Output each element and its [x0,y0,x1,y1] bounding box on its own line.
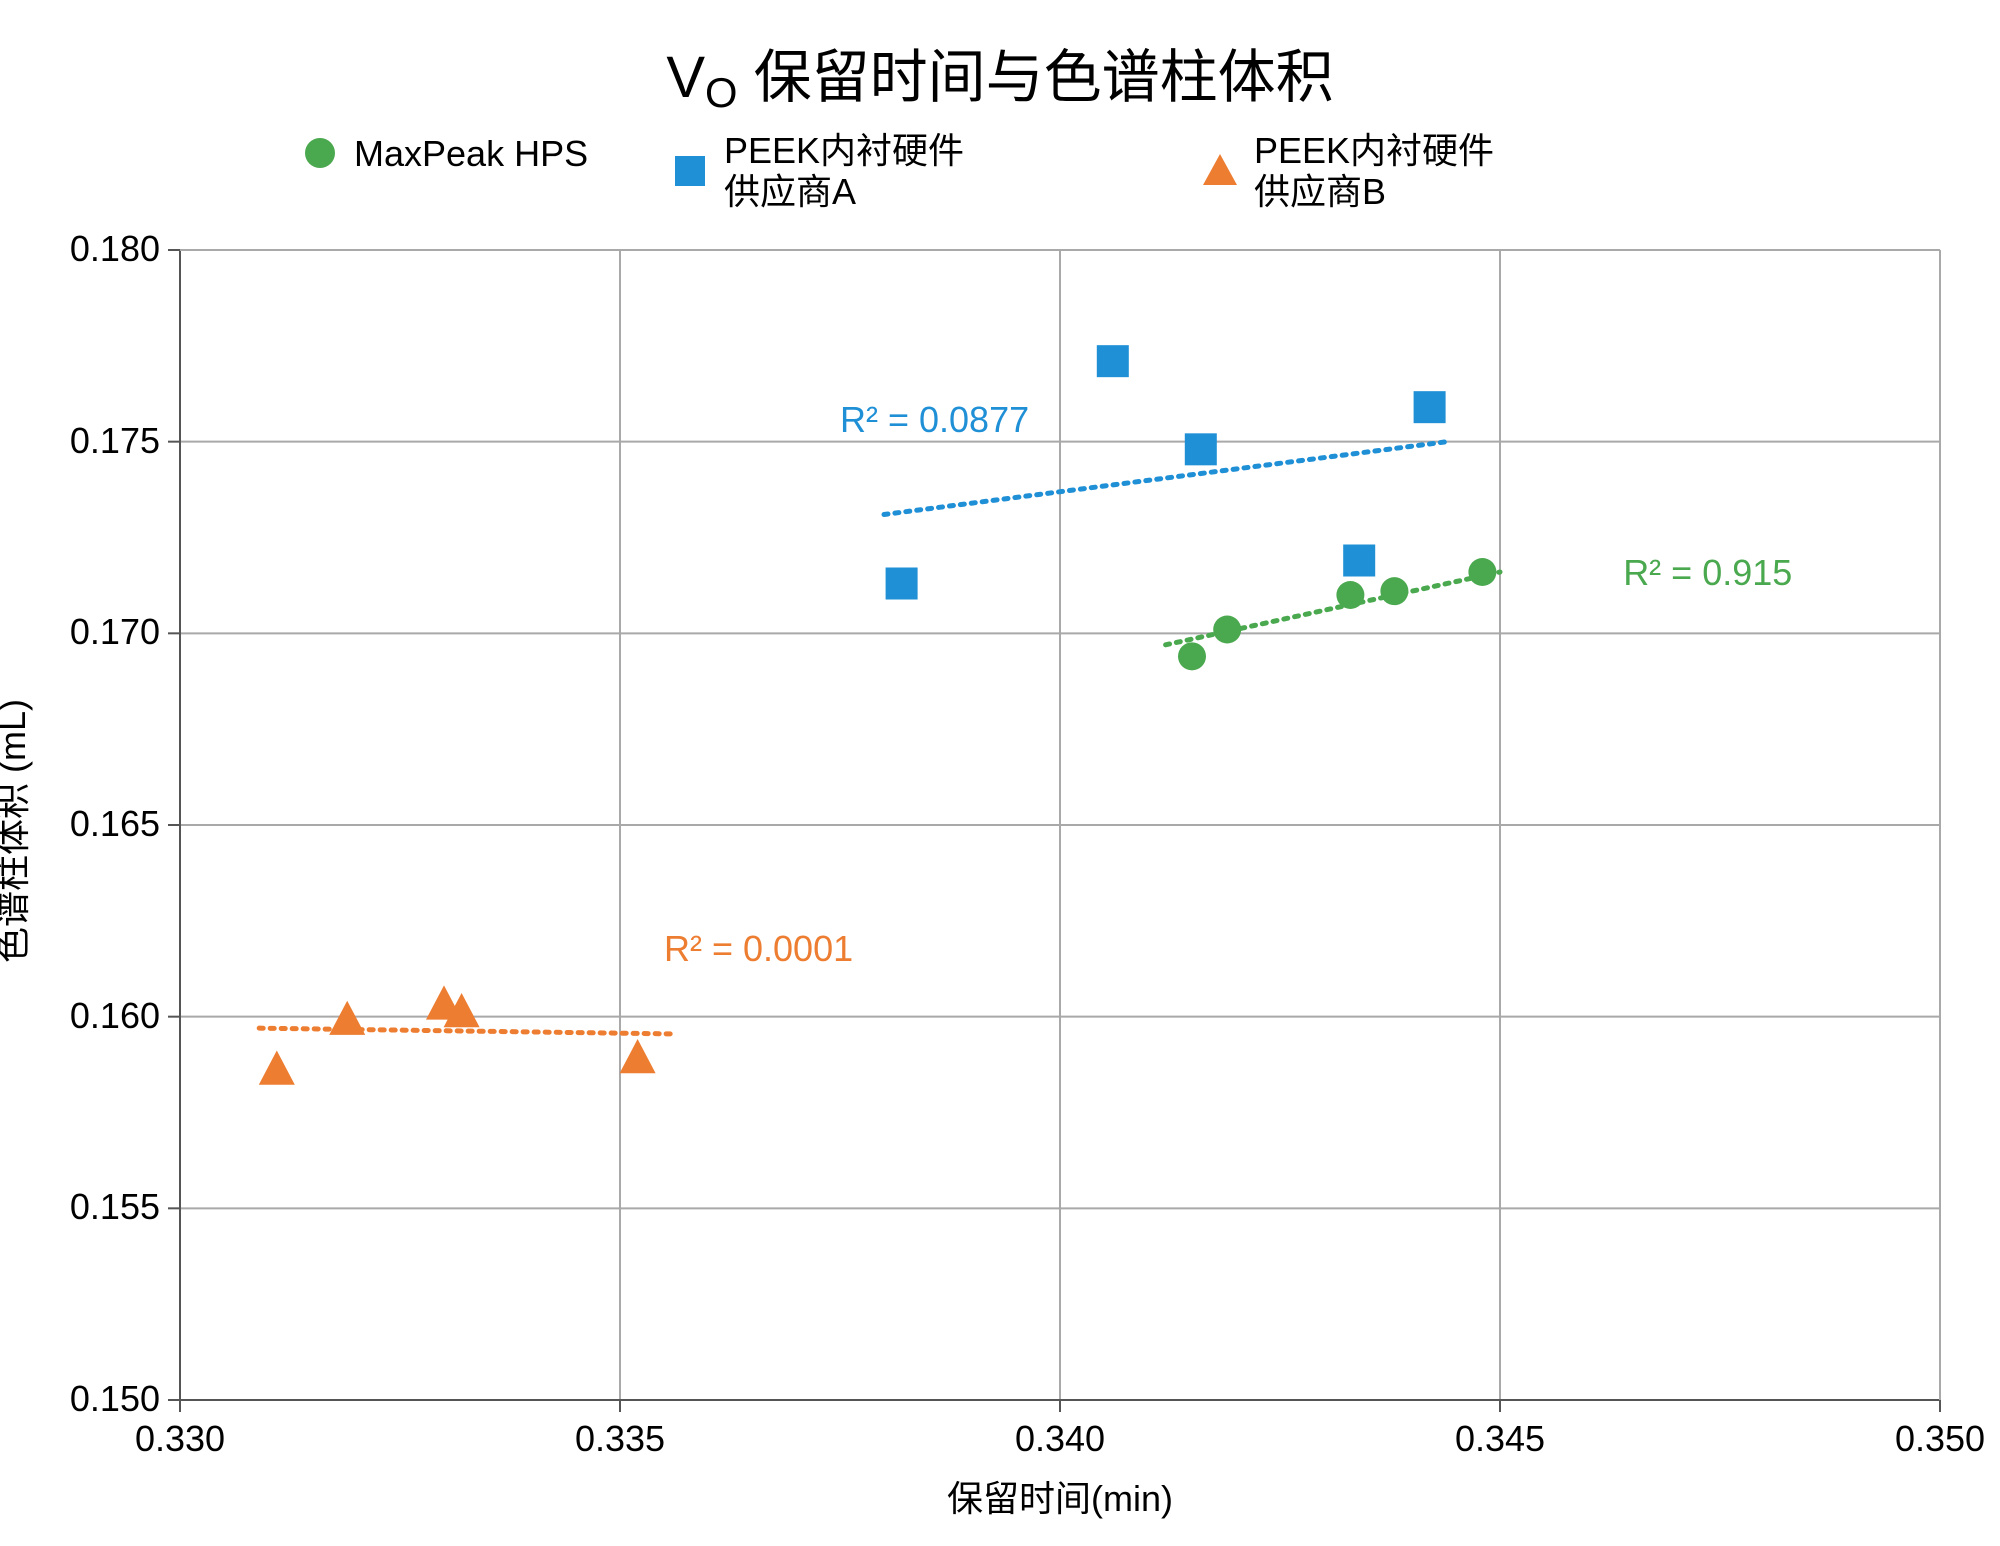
plot-svg [180,250,1940,1400]
x-tick-label: 0.340 [1000,1418,1120,1460]
r2-label-maxpeak: R² = 0.915 [1623,552,1792,594]
r2-label-supplierA: R² = 0.0877 [840,399,1029,441]
chart-container: VO 保留时间与色谱柱体积 MaxPeak HPS PEEK内衬硬件供应商A PEE… [0,0,2000,1546]
chart-legend: MaxPeak HPS PEEK内衬硬件供应商A PEEK内衬硬件供应商B [300,130,1900,220]
y-tick-label: 0.160 [70,995,160,1037]
plot-area [180,250,1940,1400]
y-tick-label: 0.170 [70,611,160,653]
legend-item-maxpeak: MaxPeak HPS [300,130,588,174]
y-tick-label: 0.175 [70,420,160,462]
x-tick-label: 0.335 [560,1418,680,1460]
legend-item-supplierB: PEEK内衬硬件供应商B [1200,130,1494,213]
legend-marker-circle-icon [300,133,340,173]
y-tick-label: 0.165 [70,803,160,845]
x-axis-label: 保留时间(min) [180,1470,1940,1522]
y-axis-label: 色谱柱体积 (mL) [0,681,36,981]
r2-label-supplierB: R² = 0.0001 [664,928,853,970]
y-tick-label: 0.155 [70,1186,160,1228]
x-tick-label: 0.350 [1880,1418,2000,1460]
x-tick-label: 0.345 [1440,1418,1560,1460]
legend-item-supplierA: PEEK内衬硬件供应商A [670,130,964,213]
legend-marker-square-icon [670,151,710,191]
legend-label: MaxPeak HPS [354,133,588,174]
x-tick-label: 0.330 [120,1418,240,1460]
y-tick-label: 0.150 [70,1378,160,1420]
legend-label: PEEK内衬硬件供应商A [724,130,964,213]
y-tick-label: 0.180 [70,228,160,270]
legend-label: PEEK内衬硬件供应商B [1254,130,1494,213]
chart-title: VO 保留时间与色谱柱体积 [0,30,2000,114]
legend-marker-triangle-icon [1200,151,1240,191]
